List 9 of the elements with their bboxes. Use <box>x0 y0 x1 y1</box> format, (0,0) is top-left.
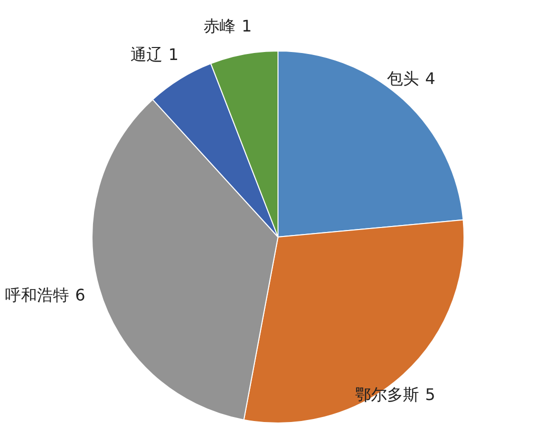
slice-label: 呼和浩特 <box>5 286 70 305</box>
slice-label: 包头 <box>387 68 420 88</box>
data-label: 1 <box>168 45 179 64</box>
data-label: 4 <box>425 68 436 88</box>
slice-label: 赤峰 <box>204 16 236 36</box>
slice-label: 通辽 <box>130 45 162 64</box>
data-label: 1 <box>242 16 252 36</box>
data-label: 5 <box>425 385 436 404</box>
data-label: 6 <box>75 286 86 305</box>
